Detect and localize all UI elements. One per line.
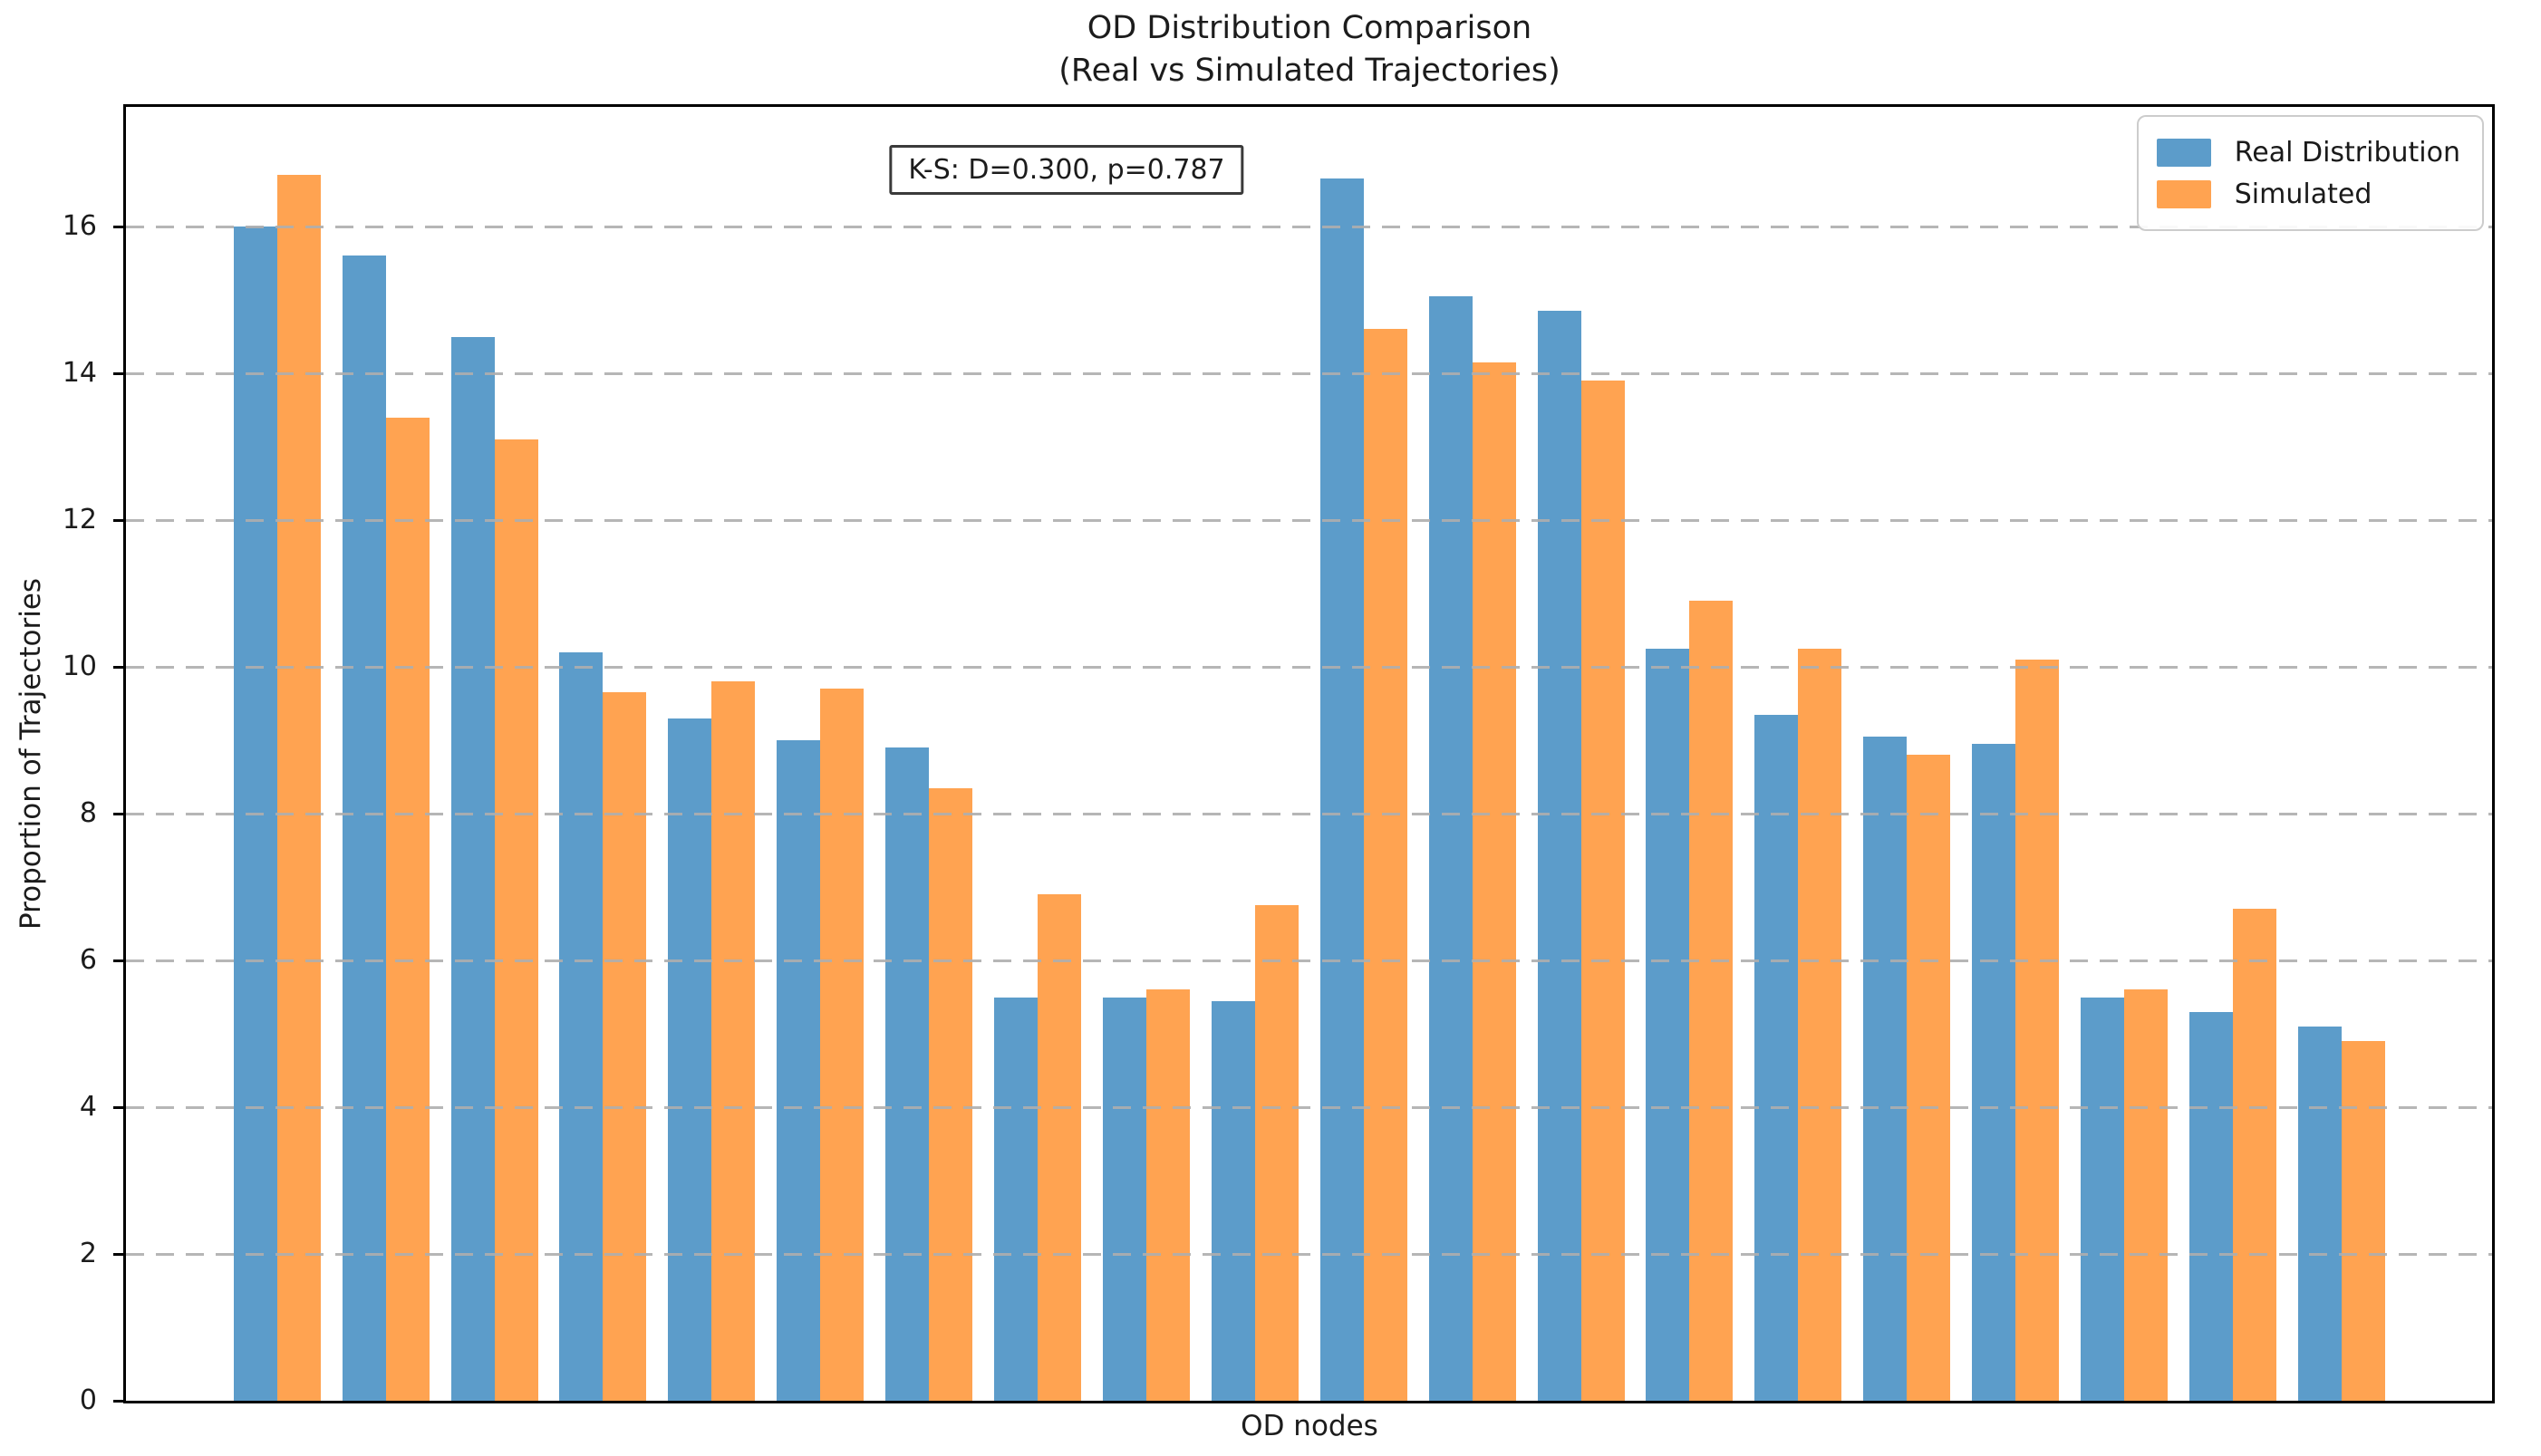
bar-real (559, 651, 604, 1401)
y-axis: 0 2 4 6 8 10 12 14 16 (0, 107, 126, 1416)
y-tick-mark (113, 1105, 126, 1109)
bar-simulated (820, 689, 865, 1401)
bar-simulated (603, 692, 647, 1401)
y-tick-mark (113, 812, 126, 815)
bar-real (777, 740, 821, 1401)
bar-real (1863, 736, 1908, 1401)
bar-real (1646, 648, 1690, 1401)
y-tick-label: 6 (79, 944, 97, 976)
bar-simulated (1254, 905, 1299, 1401)
gridline (126, 371, 2492, 375)
y-tick-mark (113, 225, 126, 228)
chart-title: OD Distribution Comparison (Real vs Simu… (1058, 7, 1560, 92)
bar-simulated (1363, 329, 1407, 1401)
bars-container (126, 107, 2492, 1401)
y-tick-label: 16 (62, 210, 97, 242)
bar-real (1319, 178, 1364, 1401)
y-tick-label: 10 (62, 651, 97, 682)
ks-annotation-text: K-S: D=0.300, p=0.787 (908, 154, 1225, 186)
gridline (126, 1252, 2492, 1256)
y-tick-label: 2 (79, 1238, 97, 1269)
bar-simulated (1472, 362, 1516, 1401)
y-tick-mark (113, 665, 126, 669)
bar-real (1102, 997, 1146, 1401)
gridline (126, 225, 2492, 228)
bar-real (2297, 1026, 2342, 1401)
bar-real (1972, 744, 2016, 1401)
bar-real (450, 336, 495, 1401)
legend-entry-simulated: Simulated (2156, 173, 2460, 215)
bar-simulated (2124, 989, 2168, 1401)
gridline (126, 959, 2492, 962)
x-axis-label: OD nodes (1241, 1410, 1378, 1442)
gridline (126, 665, 2492, 669)
bar-real (1537, 311, 1581, 1401)
bar-simulated (1580, 381, 1625, 1401)
bar-simulated (1798, 648, 1842, 1401)
y-tick-mark (113, 1252, 126, 1256)
y-tick-mark (113, 371, 126, 375)
bar-real (1211, 1000, 1255, 1401)
bar-real (1428, 295, 1473, 1401)
legend-label-real: Real Distribution (2234, 136, 2460, 169)
bar-simulated (2015, 659, 2060, 1401)
chart-title-line1: OD Distribution Comparison (1087, 10, 1532, 46)
legend: Real Distribution Simulated (2136, 115, 2484, 231)
gridline (126, 1105, 2492, 1109)
bar-simulated (1038, 894, 1081, 1401)
bar-simulated (1907, 755, 1951, 1401)
bar-real (1754, 714, 1799, 1401)
y-tick-label: 4 (79, 1091, 97, 1123)
bar-simulated (929, 787, 973, 1401)
chart-title-line2: (Real vs Simulated Trajectories) (1058, 53, 1560, 89)
y-tick-mark (113, 518, 126, 522)
gridline (126, 812, 2492, 815)
bar-simulated (494, 439, 538, 1401)
bar-real (885, 747, 930, 1401)
y-tick-mark (113, 959, 126, 962)
bar-real (2188, 1011, 2233, 1401)
legend-swatch-real (2156, 138, 2211, 167)
legend-entry-real: Real Distribution (2156, 131, 2460, 173)
bar-simulated (276, 175, 321, 1401)
plot-area: K-S: D=0.300, p=0.787 Real Distribution … (123, 104, 2495, 1403)
y-axis-label: Proportion of Trajectories (14, 577, 47, 930)
bar-real (2081, 997, 2124, 1401)
y-tick-label: 8 (79, 797, 97, 829)
gridline (126, 518, 2492, 522)
legend-label-simulated: Simulated (2234, 178, 2372, 210)
bar-simulated (2341, 1041, 2385, 1401)
gridlines-container (126, 107, 2492, 1401)
bar-simulated (2232, 909, 2276, 1401)
y-tick-label: 12 (62, 504, 97, 535)
y-tick-label: 0 (79, 1384, 97, 1416)
bar-simulated (385, 417, 430, 1401)
bar-simulated (711, 681, 756, 1401)
legend-swatch-simulated (2156, 179, 2211, 208)
y-tick-mark (113, 1399, 126, 1403)
bar-simulated (1145, 989, 1190, 1401)
bar-real (668, 718, 712, 1401)
bar-real (994, 997, 1038, 1401)
y-tick-label: 14 (62, 357, 97, 389)
bar-real (342, 256, 386, 1401)
ks-annotation: K-S: D=0.300, p=0.787 (889, 145, 1244, 195)
bar-simulated (1689, 601, 1734, 1401)
